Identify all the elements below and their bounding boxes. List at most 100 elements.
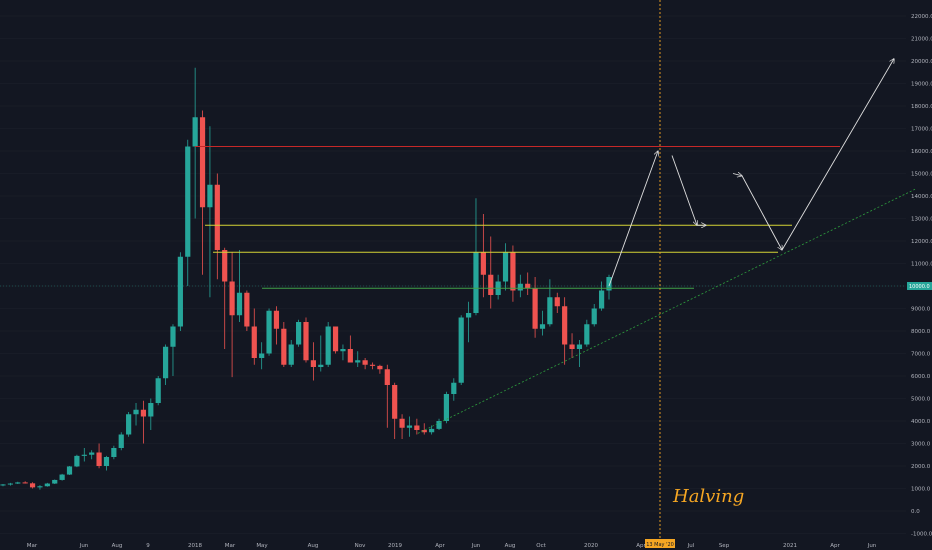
candle xyxy=(340,344,346,361)
candle-body xyxy=(7,483,13,485)
candle-body xyxy=(510,252,516,291)
candle xyxy=(229,252,235,378)
candle-body xyxy=(332,326,339,352)
y-tick-label: 0.0 xyxy=(911,509,920,515)
candle-body xyxy=(303,322,309,361)
candle xyxy=(369,362,376,370)
candle-body xyxy=(185,146,191,257)
x-tick-label: Aug xyxy=(505,543,516,549)
y-tick-label: 18000.0 xyxy=(911,104,932,110)
candle-body xyxy=(591,308,597,325)
candle xyxy=(532,277,538,338)
x-tick-label: Jun xyxy=(867,543,877,549)
candle-body xyxy=(325,326,331,365)
y-tick-label: 17000.0 xyxy=(911,127,932,133)
candle-body xyxy=(37,486,43,488)
candle-body xyxy=(162,346,169,379)
level-lines xyxy=(195,146,840,289)
halving-date-badge xyxy=(645,539,675,548)
projection-arrow xyxy=(671,155,697,226)
candle xyxy=(0,484,6,487)
x-tick-label: Jun xyxy=(471,543,481,549)
candle xyxy=(74,454,80,468)
candle-body xyxy=(0,484,6,486)
candle xyxy=(22,481,28,484)
y-grid xyxy=(0,15,906,534)
candle-body xyxy=(458,317,464,383)
y-tick-label: 19000.0 xyxy=(911,82,932,88)
x-tick-label: Apr xyxy=(636,543,646,549)
candle-body xyxy=(377,365,383,370)
x-tick-label: Sep xyxy=(719,543,730,549)
candle xyxy=(96,443,102,469)
candle xyxy=(495,274,501,300)
y-tick-label: 21000.0 xyxy=(911,37,932,43)
candle xyxy=(606,274,612,300)
candle-body xyxy=(244,292,250,327)
projection-arrow xyxy=(781,59,894,251)
candle xyxy=(384,364,390,428)
candle-body xyxy=(52,479,58,484)
candle xyxy=(362,358,368,370)
x-tick-label: Apr xyxy=(435,543,445,549)
candle-body xyxy=(310,360,316,367)
candle-body xyxy=(599,290,605,309)
time-axis: Mar Jun Aug 9 2018 Mar May Aug Nov 2019 Apr Jun Aug O… xyxy=(27,543,877,549)
candle xyxy=(273,306,280,345)
projection-arrow xyxy=(741,175,782,250)
candle-body xyxy=(584,324,590,345)
candle-body xyxy=(384,369,390,385)
candle-body xyxy=(222,250,228,282)
candle xyxy=(355,351,361,367)
ascending-trendline xyxy=(417,188,916,434)
candle-body xyxy=(229,281,235,316)
candle-body xyxy=(273,310,280,329)
x-tick-label: 9 xyxy=(146,543,150,549)
candle-body xyxy=(259,353,265,358)
candle xyxy=(111,445,117,460)
candle-body xyxy=(44,483,50,487)
price-axis: -1000.0 0.0 1000.0 2000.0 3000.0 4000.0 5000.0… xyxy=(907,14,932,538)
y-tick-label: 7000.0 xyxy=(911,352,931,358)
y-tick-label: 2000.0 xyxy=(911,464,931,470)
candle xyxy=(591,304,597,327)
candle xyxy=(288,340,294,367)
candle xyxy=(576,340,583,367)
candle-body xyxy=(392,385,398,419)
candle xyxy=(37,485,43,490)
candle-body xyxy=(170,326,176,347)
candle-body xyxy=(429,428,435,433)
candle xyxy=(29,482,36,489)
candle xyxy=(325,322,331,367)
candle-body xyxy=(465,313,472,318)
candle-body xyxy=(29,483,36,488)
x-tick-label: 2018 xyxy=(188,543,202,549)
current-price-label: 10000.0 xyxy=(909,284,930,290)
x-tick-label: 2021 xyxy=(783,543,797,549)
candle-body xyxy=(355,360,361,363)
x-tick-label: 2020 xyxy=(584,543,598,549)
candle-body xyxy=(443,394,450,421)
candle-body xyxy=(288,344,294,365)
current-price-badge xyxy=(907,282,932,290)
y-tick-label: 8000.0 xyxy=(911,329,931,335)
candle xyxy=(192,67,198,219)
candle xyxy=(517,274,523,298)
candle xyxy=(406,416,413,437)
candle-body xyxy=(340,349,346,352)
candles xyxy=(0,67,612,490)
candle-body xyxy=(576,344,583,349)
y-tick-label: 20000.0 xyxy=(911,59,932,65)
y-tick-label: 6000.0 xyxy=(911,374,931,380)
candle-body xyxy=(554,297,560,307)
candle-body xyxy=(347,349,353,363)
candle xyxy=(148,398,154,430)
y-tick-label: 1000.0 xyxy=(911,487,931,493)
candle xyxy=(177,252,183,331)
candle-body xyxy=(140,409,147,417)
candle-body xyxy=(421,430,427,433)
candle xyxy=(377,364,383,374)
y-tick-label: 14000.0 xyxy=(911,194,932,200)
candle xyxy=(7,482,13,486)
